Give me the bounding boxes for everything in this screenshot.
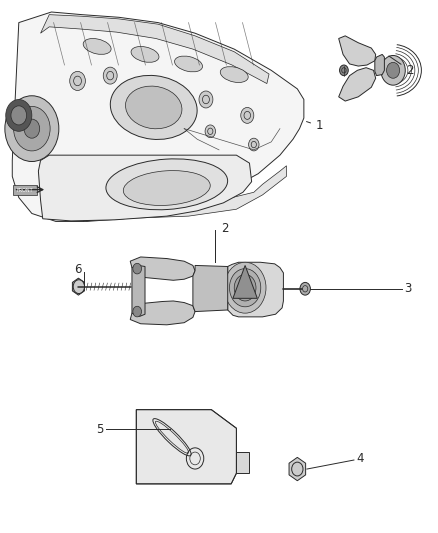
Polygon shape [339,36,376,66]
Polygon shape [228,262,283,317]
Circle shape [5,96,59,161]
Circle shape [339,65,348,76]
Polygon shape [130,257,195,280]
Circle shape [300,282,311,295]
Polygon shape [82,166,286,221]
Circle shape [381,55,405,85]
Polygon shape [132,265,145,317]
Polygon shape [72,278,85,295]
Polygon shape [375,54,385,76]
Polygon shape [12,12,304,221]
Text: 5: 5 [96,423,103,436]
Circle shape [6,100,32,131]
Circle shape [14,107,50,151]
Circle shape [234,274,256,301]
Ellipse shape [110,75,197,140]
Ellipse shape [175,56,202,72]
Circle shape [133,263,141,274]
Circle shape [199,91,213,108]
Ellipse shape [106,159,228,210]
Polygon shape [41,14,269,84]
Polygon shape [136,410,237,484]
Circle shape [241,108,254,123]
Ellipse shape [83,38,111,54]
Text: 2: 2 [389,56,413,77]
Ellipse shape [124,171,210,205]
Circle shape [387,62,399,78]
Text: 4: 4 [356,452,364,465]
Circle shape [133,306,141,317]
Circle shape [24,119,40,138]
Polygon shape [233,265,257,298]
Text: FRONT: FRONT [17,188,33,192]
Polygon shape [339,68,376,101]
Circle shape [239,280,251,295]
Circle shape [249,138,259,151]
Ellipse shape [131,46,159,62]
FancyBboxPatch shape [13,185,37,196]
Polygon shape [193,265,228,312]
Text: 3: 3 [404,282,411,295]
Polygon shape [237,452,250,473]
Text: 6: 6 [74,263,81,276]
Polygon shape [130,301,195,325]
Circle shape [73,280,85,294]
Circle shape [230,269,261,307]
Ellipse shape [126,86,182,129]
Circle shape [224,262,266,313]
Text: 2: 2 [221,222,229,235]
Text: 1: 1 [307,119,323,133]
Ellipse shape [220,67,248,83]
Circle shape [11,106,27,125]
Circle shape [205,125,215,138]
Polygon shape [289,457,306,481]
Polygon shape [39,155,252,221]
Circle shape [103,67,117,84]
Circle shape [70,71,85,91]
